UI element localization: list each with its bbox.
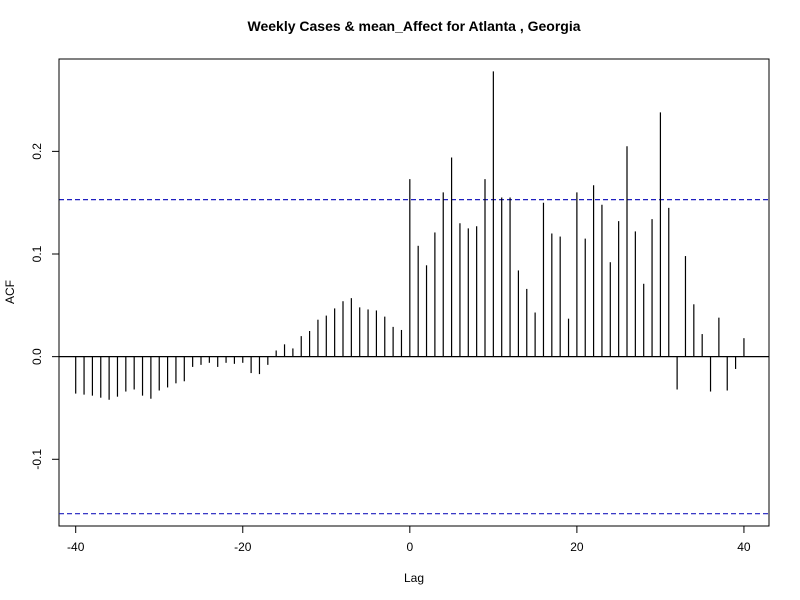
plot-frame: [58, 58, 770, 527]
y-tick-label: 0.0: [30, 348, 44, 365]
chart-axes: -40 -20 0 20 40 -0.1 0.0 0.1 0.2: [30, 143, 751, 554]
y-tick-label: 0.1: [30, 245, 44, 262]
chart-marks: [59, 71, 769, 515]
chart-title: Weekly Cases & mean_Affect for Atlanta ,…: [248, 18, 581, 34]
x-tick-label: 0: [406, 540, 413, 554]
y-tick-label: -0.1: [30, 449, 44, 470]
x-tick-label: -40: [67, 540, 85, 554]
x-tick-label: 40: [737, 540, 751, 554]
x-tick-label: -20: [234, 540, 252, 554]
y-tick-label: 0.2: [30, 143, 44, 160]
x-axis-label: Lag: [404, 571, 424, 585]
y-axis-label: ACF: [3, 280, 17, 304]
x-tick-label: 20: [570, 540, 584, 554]
